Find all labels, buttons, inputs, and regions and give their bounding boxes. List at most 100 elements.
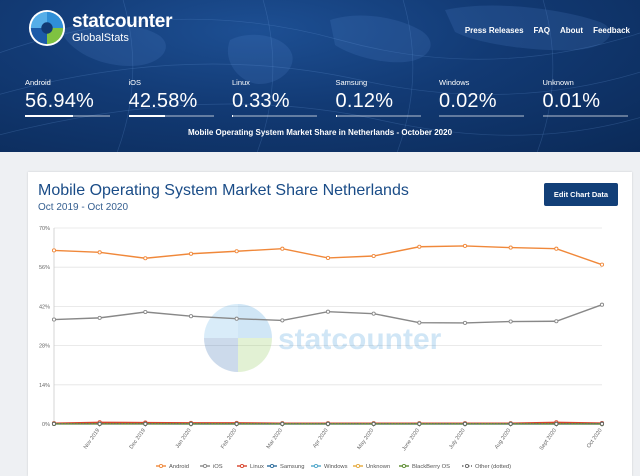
data-point-ios xyxy=(143,309,148,315)
chart-date-range: Oct 2019 - Oct 2020 xyxy=(38,202,129,213)
stat-samsung[interactable]: Samsung 0.12% xyxy=(335,78,440,117)
data-point-ios xyxy=(417,320,422,325)
legend-label-other-dotted: Other (dotted) xyxy=(475,464,511,470)
legend-label-samsung: Samsung xyxy=(280,464,305,470)
data-point-android xyxy=(417,244,422,249)
data-point-ios xyxy=(554,319,559,324)
legend-label-android: Android xyxy=(169,464,189,470)
nav-feedback[interactable]: Feedback xyxy=(593,26,630,35)
y-tick-label: 56% xyxy=(39,265,50,271)
y-tick-label: 42% xyxy=(39,304,50,310)
stat-value: 0.12% xyxy=(335,90,394,112)
y-tick-label: 14% xyxy=(39,383,50,389)
legend-marker-other-dotted xyxy=(464,463,470,469)
edit-chart-data-button[interactable]: Edit Chart Data xyxy=(544,183,618,206)
chart-card: Mobile Operating System Market Share Net… xyxy=(28,172,632,476)
data-point-android xyxy=(462,243,468,248)
data-point-ios xyxy=(51,317,57,322)
x-tick-label: Dec 2019 xyxy=(129,428,147,451)
world-map-background xyxy=(0,0,640,152)
x-tick-label: Jan 2020 xyxy=(175,428,193,450)
data-point-android xyxy=(508,245,513,250)
data-point-android xyxy=(188,251,194,256)
data-point-ios xyxy=(462,320,468,325)
brand-name: statcounter xyxy=(72,11,173,32)
data-point-other-dotted xyxy=(371,421,376,426)
watermark-slice xyxy=(238,338,272,372)
nav-about[interactable]: About xyxy=(559,26,584,35)
data-point-ios xyxy=(188,314,194,319)
watermark-text: statcounter xyxy=(278,323,442,356)
data-point-android xyxy=(554,246,559,251)
stat-bar xyxy=(335,115,421,117)
legend-marker-samsung xyxy=(269,463,275,469)
legend-marker-linux xyxy=(239,463,245,469)
data-point-android xyxy=(97,250,102,255)
data-point-android xyxy=(599,262,605,267)
legend-label-ios: iOS xyxy=(213,464,223,470)
stat-bar xyxy=(232,115,317,117)
data-point-other-dotted xyxy=(234,421,239,426)
data-point-other-dotted xyxy=(508,421,513,426)
x-tick-label: Nov 2019 xyxy=(83,428,101,451)
statcounter-logo-icon xyxy=(28,9,66,47)
stat-value: 56.94% xyxy=(25,90,95,112)
data-point-ios xyxy=(97,315,102,320)
data-point-other-dotted xyxy=(97,421,102,426)
stat-ios[interactable]: iOS 42.58% xyxy=(128,78,233,117)
nav-press-releases[interactable]: Press Releases xyxy=(464,26,524,35)
stat-android[interactable]: Android 56.94% xyxy=(25,78,129,117)
stat-label: Windows xyxy=(439,78,470,87)
stat-bar xyxy=(25,115,110,117)
stats-strip: Android 56.94% iOS 42.58% Linux 0.33% Sa… xyxy=(25,78,640,117)
data-point-other-dotted xyxy=(51,421,57,426)
watermark-slice xyxy=(204,338,238,372)
stat-linux[interactable]: Linux 0.33% xyxy=(232,78,336,117)
legend-label-unknown: Unknown xyxy=(366,464,390,470)
legend-label-linux: Linux xyxy=(250,464,264,470)
x-tick-label: Aug 2020 xyxy=(494,428,512,451)
stat-bar xyxy=(439,115,524,117)
data-point-other-dotted xyxy=(462,421,468,426)
statcounter-watermark: statcounter xyxy=(204,304,442,372)
legend-marker-ios xyxy=(202,463,208,469)
y-tick-label: 28% xyxy=(39,344,50,350)
statcounter-logo[interactable]: statcounter GlobalStats xyxy=(28,8,188,48)
data-point-other-dotted xyxy=(417,421,422,426)
legend-marker-android xyxy=(158,463,164,469)
x-tick-label: May 2020 xyxy=(357,428,376,451)
brand-subtitle: GlobalStats xyxy=(72,32,129,44)
x-tick-label: June 2020 xyxy=(401,428,421,452)
stat-label: iOS xyxy=(128,78,142,87)
top-navigation: Press Releases FAQ About Feedback xyxy=(465,26,630,35)
stat-bar-fill xyxy=(25,115,74,117)
y-tick-label: 70% xyxy=(39,226,50,232)
watermark-slice xyxy=(204,304,238,338)
data-point-ios xyxy=(234,316,239,321)
stat-unknown[interactable]: Unknown 0.01% xyxy=(542,78,640,117)
watermark-slice xyxy=(238,304,272,338)
x-tick-label: Apr 2020 xyxy=(312,428,330,450)
header-banner: statcounter GlobalStats Press Releases F… xyxy=(0,0,640,152)
stat-label: Linux xyxy=(232,78,250,87)
stat-value: 0.01% xyxy=(542,90,601,112)
legend-marker-windows xyxy=(313,463,319,469)
data-point-android xyxy=(51,248,57,253)
nav-faq[interactable]: FAQ xyxy=(533,26,550,35)
data-point-other-dotted xyxy=(325,421,331,426)
x-tick-label: Feb 2020 xyxy=(220,428,238,450)
x-tick-label: July 2020 xyxy=(448,428,466,451)
data-point-android xyxy=(234,249,239,254)
data-point-other-dotted xyxy=(143,421,148,426)
data-point-other-dotted xyxy=(554,421,559,426)
series-line-ios xyxy=(53,304,603,324)
data-point-android xyxy=(280,246,285,251)
data-point-ios xyxy=(508,319,513,324)
stat-windows[interactable]: Windows 0.02% xyxy=(439,78,543,117)
legend-label-blackberry-os: BlackBerry OS xyxy=(412,464,450,470)
data-point-android xyxy=(371,253,376,259)
stat-bar xyxy=(542,115,628,117)
line-chart: 0% 14% 28% 42% 56% 70% Nov 2019 Dec 2019 Jan 202… xyxy=(39,226,605,470)
data-point-other-dotted xyxy=(280,421,285,426)
legend-marker-unknown xyxy=(355,463,361,469)
